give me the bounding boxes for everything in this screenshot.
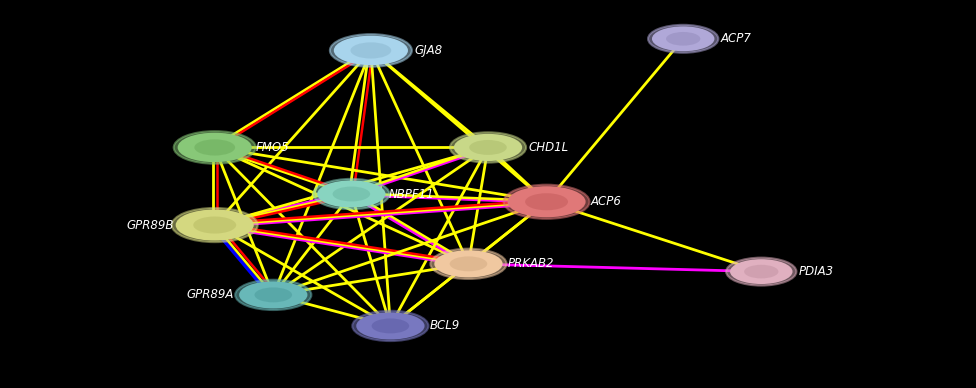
Circle shape: [450, 256, 487, 271]
Circle shape: [454, 134, 522, 161]
Circle shape: [352, 311, 428, 341]
Circle shape: [194, 139, 235, 156]
Text: PDIA3: PDIA3: [798, 265, 834, 278]
Text: PRKAB2: PRKAB2: [508, 257, 554, 270]
Circle shape: [356, 312, 425, 340]
Circle shape: [504, 185, 590, 219]
Text: FMO5: FMO5: [256, 141, 289, 154]
Text: CHD1L: CHD1L: [529, 141, 569, 154]
Circle shape: [333, 187, 370, 201]
Circle shape: [313, 179, 389, 209]
Circle shape: [193, 217, 236, 234]
Circle shape: [350, 42, 391, 59]
Circle shape: [744, 265, 779, 279]
Circle shape: [235, 280, 311, 310]
Circle shape: [508, 186, 586, 217]
Circle shape: [666, 32, 701, 46]
Circle shape: [172, 208, 258, 242]
Circle shape: [469, 140, 507, 155]
Circle shape: [334, 36, 408, 65]
Text: GPR89B: GPR89B: [126, 218, 174, 232]
Circle shape: [178, 133, 252, 162]
Text: GPR89A: GPR89A: [186, 288, 234, 301]
Circle shape: [648, 25, 718, 53]
Text: ACP7: ACP7: [720, 32, 752, 45]
Text: BCL9: BCL9: [429, 319, 460, 333]
Circle shape: [450, 132, 526, 163]
Circle shape: [434, 250, 503, 277]
Text: GJA8: GJA8: [415, 44, 443, 57]
Circle shape: [730, 259, 793, 284]
Text: NBPF11: NBPF11: [388, 187, 434, 201]
Circle shape: [317, 180, 386, 208]
Circle shape: [330, 34, 412, 67]
Circle shape: [726, 258, 796, 286]
Text: ACP6: ACP6: [590, 195, 622, 208]
Circle shape: [239, 281, 307, 308]
Circle shape: [255, 288, 292, 302]
Circle shape: [174, 131, 256, 164]
Circle shape: [525, 193, 568, 210]
Circle shape: [372, 319, 409, 333]
Circle shape: [430, 249, 507, 279]
Circle shape: [176, 210, 254, 241]
Circle shape: [652, 26, 714, 51]
